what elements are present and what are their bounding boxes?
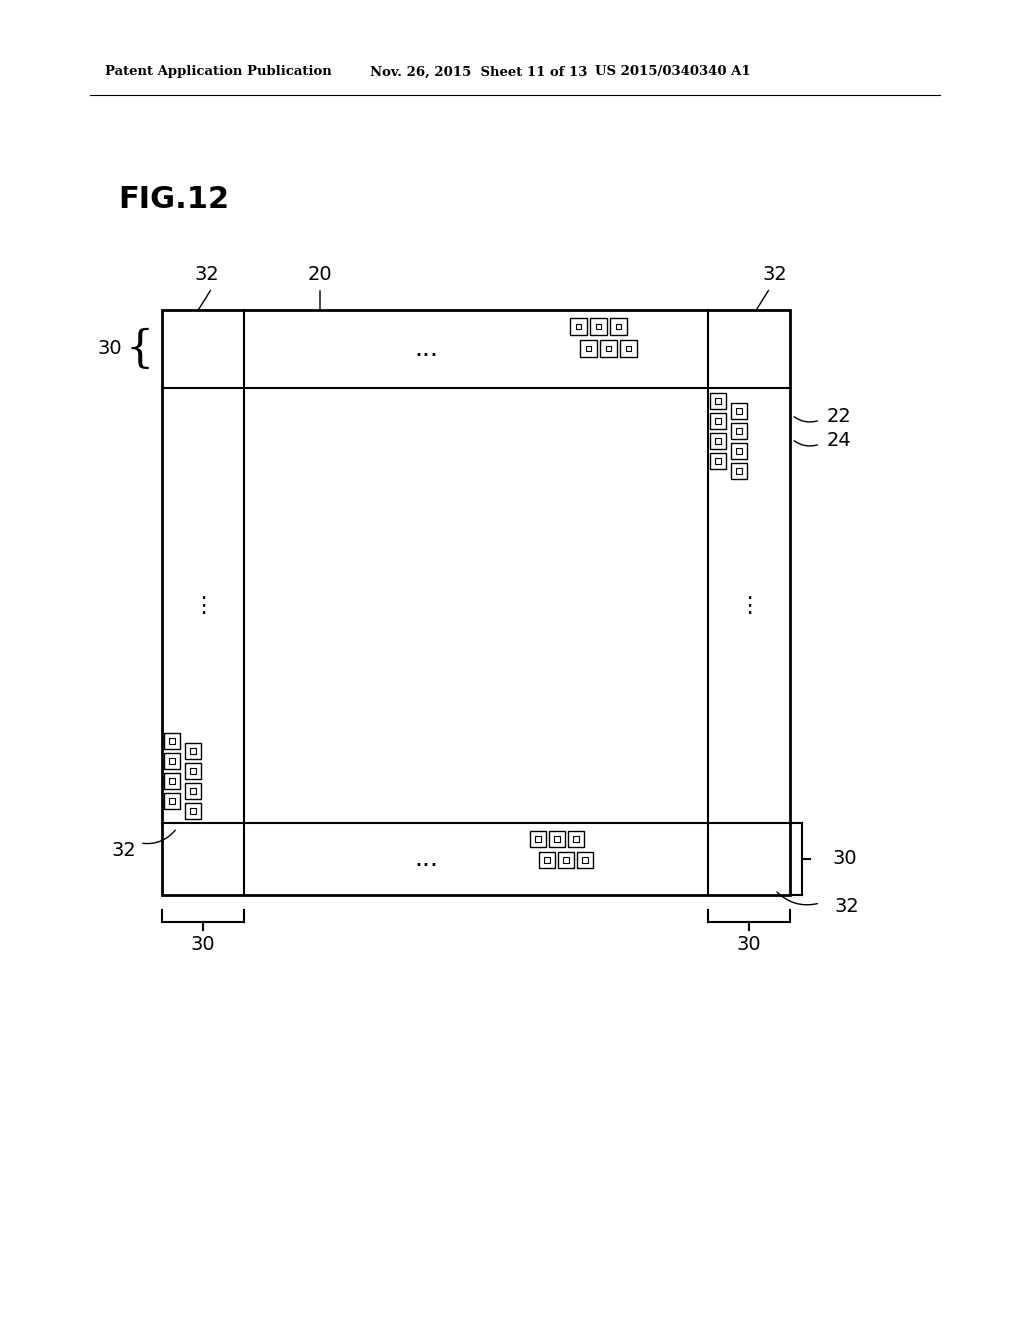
Text: 30: 30 bbox=[831, 850, 857, 869]
Bar bbox=[545, 858, 550, 862]
Bar bbox=[558, 851, 574, 869]
Text: {: { bbox=[126, 327, 155, 371]
Bar bbox=[606, 346, 611, 351]
Bar bbox=[190, 788, 196, 793]
Bar bbox=[710, 413, 726, 429]
Bar bbox=[575, 323, 582, 329]
Bar bbox=[164, 793, 180, 809]
Bar bbox=[185, 743, 201, 759]
Bar bbox=[164, 752, 180, 770]
Text: 20: 20 bbox=[307, 265, 333, 285]
Bar bbox=[731, 463, 746, 479]
Text: US 2015/0340340 A1: US 2015/0340340 A1 bbox=[595, 66, 751, 78]
Bar bbox=[580, 341, 597, 356]
Bar bbox=[577, 851, 593, 869]
Bar bbox=[710, 433, 726, 449]
Bar bbox=[563, 858, 568, 862]
Text: ...: ... bbox=[414, 847, 438, 871]
Bar bbox=[190, 808, 196, 813]
Bar bbox=[596, 323, 601, 329]
Text: ⋮: ⋮ bbox=[738, 595, 760, 615]
Bar bbox=[731, 422, 746, 440]
Bar bbox=[573, 837, 579, 842]
Bar bbox=[185, 763, 201, 779]
Text: 30: 30 bbox=[190, 936, 215, 954]
Bar bbox=[710, 453, 726, 469]
Bar bbox=[583, 858, 588, 862]
Bar bbox=[586, 346, 591, 351]
Bar bbox=[590, 318, 607, 335]
Text: 30: 30 bbox=[97, 339, 122, 359]
Bar bbox=[610, 318, 627, 335]
Bar bbox=[736, 429, 741, 433]
Bar bbox=[620, 341, 637, 356]
Bar bbox=[554, 837, 559, 842]
Text: 30: 30 bbox=[736, 936, 761, 954]
Bar bbox=[716, 438, 721, 444]
Bar bbox=[536, 837, 541, 842]
Bar bbox=[570, 318, 587, 335]
Text: 24: 24 bbox=[827, 432, 852, 450]
Bar bbox=[190, 768, 196, 774]
Bar bbox=[185, 783, 201, 799]
Bar bbox=[169, 759, 174, 763]
Text: Patent Application Publication: Patent Application Publication bbox=[105, 66, 332, 78]
Text: 32: 32 bbox=[112, 842, 136, 861]
Bar bbox=[600, 341, 617, 356]
Bar bbox=[716, 418, 721, 424]
Bar bbox=[185, 803, 201, 818]
Bar bbox=[190, 748, 196, 754]
Bar bbox=[736, 449, 741, 454]
Bar bbox=[731, 444, 746, 459]
Bar bbox=[716, 399, 721, 404]
Text: ...: ... bbox=[414, 337, 438, 360]
Bar bbox=[736, 408, 741, 413]
Bar bbox=[626, 346, 631, 351]
Text: 32: 32 bbox=[835, 898, 860, 916]
Text: 32: 32 bbox=[195, 265, 219, 285]
Bar bbox=[169, 738, 174, 743]
Bar bbox=[169, 799, 174, 804]
Bar bbox=[539, 851, 555, 869]
Bar bbox=[615, 323, 622, 329]
Bar bbox=[736, 469, 741, 474]
Bar bbox=[710, 393, 726, 409]
Bar bbox=[164, 733, 180, 748]
Bar bbox=[162, 310, 790, 895]
Bar bbox=[731, 403, 746, 418]
Bar bbox=[530, 832, 546, 847]
Text: Nov. 26, 2015  Sheet 11 of 13: Nov. 26, 2015 Sheet 11 of 13 bbox=[370, 66, 588, 78]
Text: 22: 22 bbox=[827, 408, 852, 426]
Text: FIG.12: FIG.12 bbox=[118, 186, 229, 214]
Bar bbox=[164, 774, 180, 789]
Bar bbox=[568, 832, 584, 847]
Bar bbox=[549, 832, 565, 847]
Text: 32: 32 bbox=[763, 265, 787, 285]
Bar bbox=[716, 458, 721, 463]
Text: ⋮: ⋮ bbox=[191, 595, 214, 615]
Bar bbox=[169, 779, 174, 784]
